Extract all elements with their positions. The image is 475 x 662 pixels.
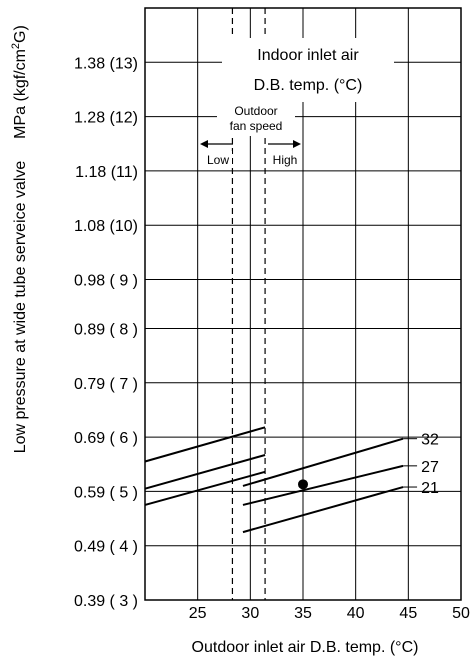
y-tick-label: 1.28 (12) [74,110,138,127]
x-tick-label: 40 [347,605,365,622]
high-arrow-head [293,140,301,148]
indoor-label-line1: Indoor inlet air [257,47,359,64]
high-label: High [273,153,298,167]
x-axis-title: Outdoor inlet air D.B. temp. (°C) [192,639,419,656]
y-tick-label: 0.98 ( 9 ) [74,273,138,290]
series-line-32 [144,426,266,463]
series-line-32 [242,437,404,487]
y-tick-label: 0.69 ( 6 ) [74,430,138,447]
low-arrow-head [200,140,208,148]
fan-label-line2: fan speed [230,119,283,133]
low-label: Low [207,153,229,167]
series-line-21 [144,470,266,506]
series-labels: 32 27 21 [403,432,439,497]
y-tick-label: 1.18 (11) [75,164,138,181]
y-tick-label: 0.39 ( 3 ) [74,593,138,610]
indoor-label-box [222,38,394,102]
y-axis-title: Low pressure at wide tube serveice valve [12,161,29,454]
y-tick-label: 0.49 ( 4 ) [74,539,138,556]
plot-frame [144,7,462,601]
y-axis-units: MPa (kgf/cm2G) [10,25,29,139]
x-tick-label: 25 [189,605,207,622]
y-tick-label: 1.38 (13) [74,55,138,72]
series-line-27 [242,464,404,506]
y-tick-label: 0.59 ( 5 ) [74,484,138,501]
tick-labels: 0.39 ( 3 ) 0.49 ( 4 ) 0.59 ( 5 ) 0.69 ( 6 )… [74,55,470,622]
data-point [298,479,308,490]
annotations: Indoor inlet air D.B. temp. (°C) Outdoor… [200,38,394,167]
y-tick-label: 0.89 ( 8 ) [74,321,138,338]
x-tick-label: 50 [452,605,470,622]
series-line-21 [242,486,404,534]
series-label-27: 27 [421,459,439,476]
x-tick-label: 30 [241,605,259,622]
series-lines [144,426,404,534]
series-label-21: 21 [421,480,439,497]
y-tick-label: 0.79 ( 7 ) [74,376,138,393]
series-label-32: 32 [421,432,439,449]
series-line-27 [144,454,266,490]
fan-speed-boundaries [231,8,266,600]
x-tick-label: 45 [399,605,417,622]
plot-border [144,7,462,601]
indoor-label-line2: D.B. temp. (°C) [254,77,363,94]
x-tick-label: 35 [294,605,312,622]
y-tick-label: 1.08 (10) [74,218,138,235]
fan-label-box [217,100,295,136]
fan-label-line1: Outdoor [234,104,277,118]
